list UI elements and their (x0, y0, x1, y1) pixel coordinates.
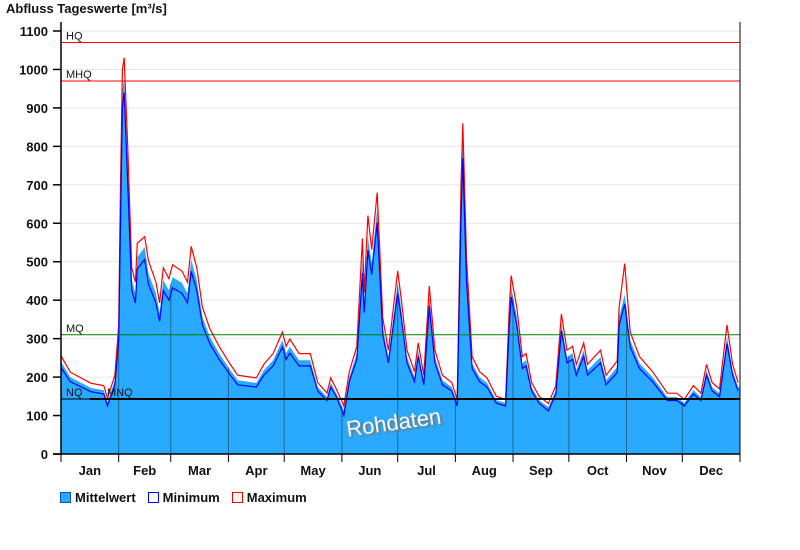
y-tick-label: 800 (26, 139, 48, 154)
legend-item-minimum: Minimum (147, 490, 220, 505)
legend-swatch-mittelwert (60, 492, 71, 503)
reference-label-hq: HQ (66, 31, 83, 43)
legend-label: Minimum (162, 490, 220, 505)
chart-title: Abfluss Tageswerte [m³/s] (6, 1, 167, 16)
x-tick-label-dec: Dec (699, 463, 723, 478)
y-tick-label: 700 (26, 178, 48, 193)
x-tick-label-may: May (300, 463, 326, 478)
x-tick-label-feb: Feb (133, 463, 156, 478)
legend-label: Maximum (246, 490, 307, 505)
y-tick-label: 300 (26, 332, 48, 347)
y-tick-label: 500 (26, 255, 48, 270)
x-tick-label-sep: Sep (529, 463, 553, 478)
x-tick-label-oct: Oct (587, 463, 609, 478)
reference-label-mnq: MNQ (107, 387, 133, 399)
y-tick-label: 400 (26, 293, 48, 308)
y-tick-label: 1000 (19, 62, 48, 77)
y-tick-label: 1100 (20, 24, 48, 39)
series-minimum-line (60, 92, 739, 418)
x-tick-label-jun: Jun (358, 463, 381, 478)
legend: Mittelwert Minimum Maximum (60, 490, 307, 505)
reference-label-nq: NQ (66, 387, 83, 399)
legend-label: Mittelwert (75, 490, 136, 505)
y-tick-label: 200 (26, 370, 48, 385)
y-tick-label: 100 (26, 409, 48, 424)
x-tick-label-mar: Mar (188, 463, 211, 478)
x-tick-label-jan: Jan (79, 463, 101, 478)
y-tick-label: 0 (41, 447, 48, 462)
series-maximum-line (60, 57, 739, 408)
x-tick-label-aug: Aug (472, 463, 497, 478)
legend-swatch-maximum (231, 492, 243, 503)
legend-item-mittelwert: Mittelwert (60, 490, 136, 505)
x-tick-label-jul: Jul (417, 463, 436, 478)
x-tick-label-nov: Nov (642, 463, 667, 478)
legend-item-maximum: Maximum (231, 490, 307, 505)
y-tick-label: 900 (26, 101, 48, 116)
x-tick-label-apr: Apr (245, 463, 267, 478)
y-tick-label: 600 (26, 216, 48, 231)
reference-label-mq: MQ (66, 323, 84, 335)
reference-label-mhq: MHQ (66, 69, 92, 81)
legend-swatch-minimum (147, 492, 159, 503)
